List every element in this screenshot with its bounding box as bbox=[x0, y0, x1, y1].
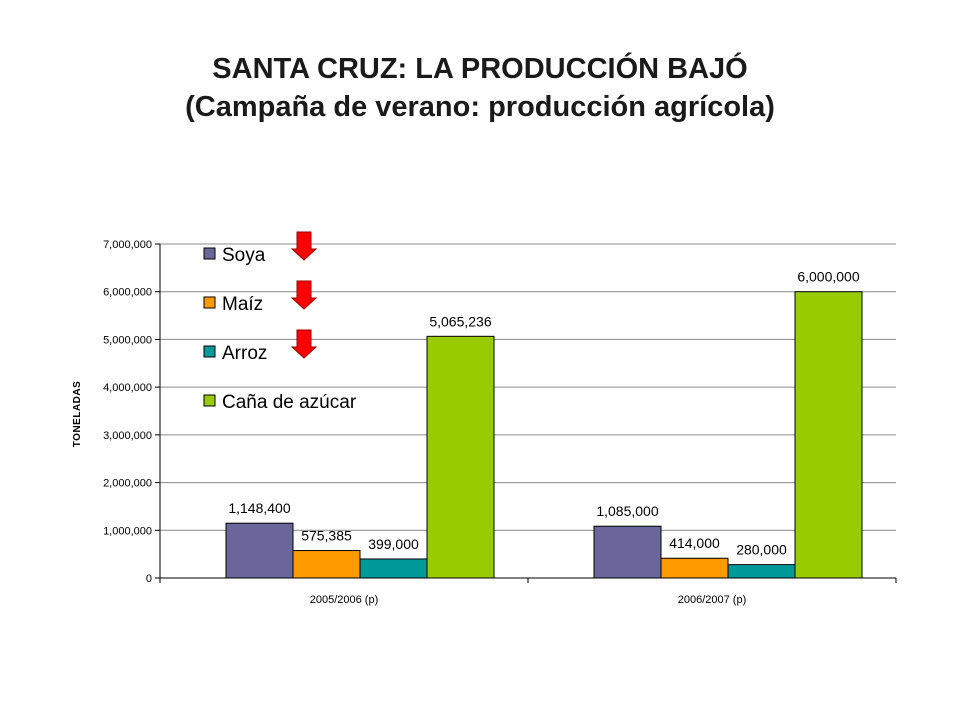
y-tick-label: 1,000,000 bbox=[103, 525, 152, 537]
legend: Soya Maíz Arroz Caña de azúcar bbox=[203, 231, 357, 413]
gridlines bbox=[160, 243, 896, 531]
data-label: 399,000 bbox=[368, 536, 419, 552]
x-tick-labels: 2005/2006 (p) 2006/2007 (p) bbox=[310, 594, 747, 606]
y-tick-label: 6,000,000 bbox=[103, 287, 152, 299]
data-label: 280,000 bbox=[736, 542, 787, 558]
data-label: 575,385 bbox=[301, 528, 352, 544]
y-tick-label: 4,000,000 bbox=[103, 382, 152, 394]
y-tick-label: 3,000,000 bbox=[103, 430, 152, 442]
legend-entry: Caña de azúcar bbox=[222, 392, 357, 413]
bar-ma-z-0 bbox=[292, 550, 361, 579]
bars bbox=[225, 291, 863, 579]
bar-soya-1 bbox=[593, 525, 662, 579]
slide-title: SANTA CRUZ: LA PRODUCCIÓN BAJÓ (Campaña … bbox=[0, 50, 960, 126]
legend-entry: Soya bbox=[222, 245, 266, 266]
legend-swatch bbox=[203, 296, 216, 309]
y-tick-label: 0 bbox=[146, 573, 152, 585]
bar-ca-a-de-az-car-1 bbox=[794, 291, 863, 579]
legend-entry: Arroz bbox=[222, 343, 267, 364]
legend-entry: Maíz bbox=[222, 294, 263, 315]
down-arrow-icon bbox=[290, 329, 318, 359]
data-label: 6,000,000 bbox=[797, 269, 859, 285]
title-line-1: SANTA CRUZ: LA PRODUCCIÓN BAJÓ bbox=[212, 53, 748, 85]
legend-swatch bbox=[203, 394, 216, 407]
bar-ca-a-de-az-car-0 bbox=[426, 335, 495, 579]
legend-swatch bbox=[203, 247, 216, 260]
title-line-2: (Campaña de verano: producción agrícola) bbox=[185, 91, 775, 123]
bar-arroz-1 bbox=[727, 564, 796, 579]
data-label: 1,085,000 bbox=[596, 503, 658, 519]
down-arrow-icon bbox=[290, 280, 318, 310]
axes bbox=[155, 243, 897, 583]
x-tick-label: 2006/2007 (p) bbox=[678, 594, 747, 606]
bar-arroz-0 bbox=[359, 558, 428, 579]
y-tick-label: 7,000,000 bbox=[103, 239, 152, 251]
y-tick-labels: 0 1,000,000 2,000,000 3,000,000 4,000,000 5,0… bbox=[103, 239, 152, 585]
data-label: 1,148,400 bbox=[228, 500, 290, 516]
data-label: 414,000 bbox=[669, 535, 720, 551]
x-tick-label: 2005/2006 (p) bbox=[310, 594, 379, 606]
down-arrow-icon bbox=[290, 231, 318, 261]
legend-swatch bbox=[203, 345, 216, 358]
y-tick-label: 2,000,000 bbox=[103, 478, 152, 490]
data-labels: 1,148,400 575,385 399,000 5,065,236 1,085,00… bbox=[228, 269, 859, 558]
y-axis-label: TONELADAS bbox=[72, 381, 83, 448]
y-tick-label: 5,000,000 bbox=[103, 334, 152, 346]
data-label: 5,065,236 bbox=[429, 313, 491, 329]
bar-ma-z-1 bbox=[660, 557, 729, 579]
bar-soya-0 bbox=[225, 522, 294, 579]
